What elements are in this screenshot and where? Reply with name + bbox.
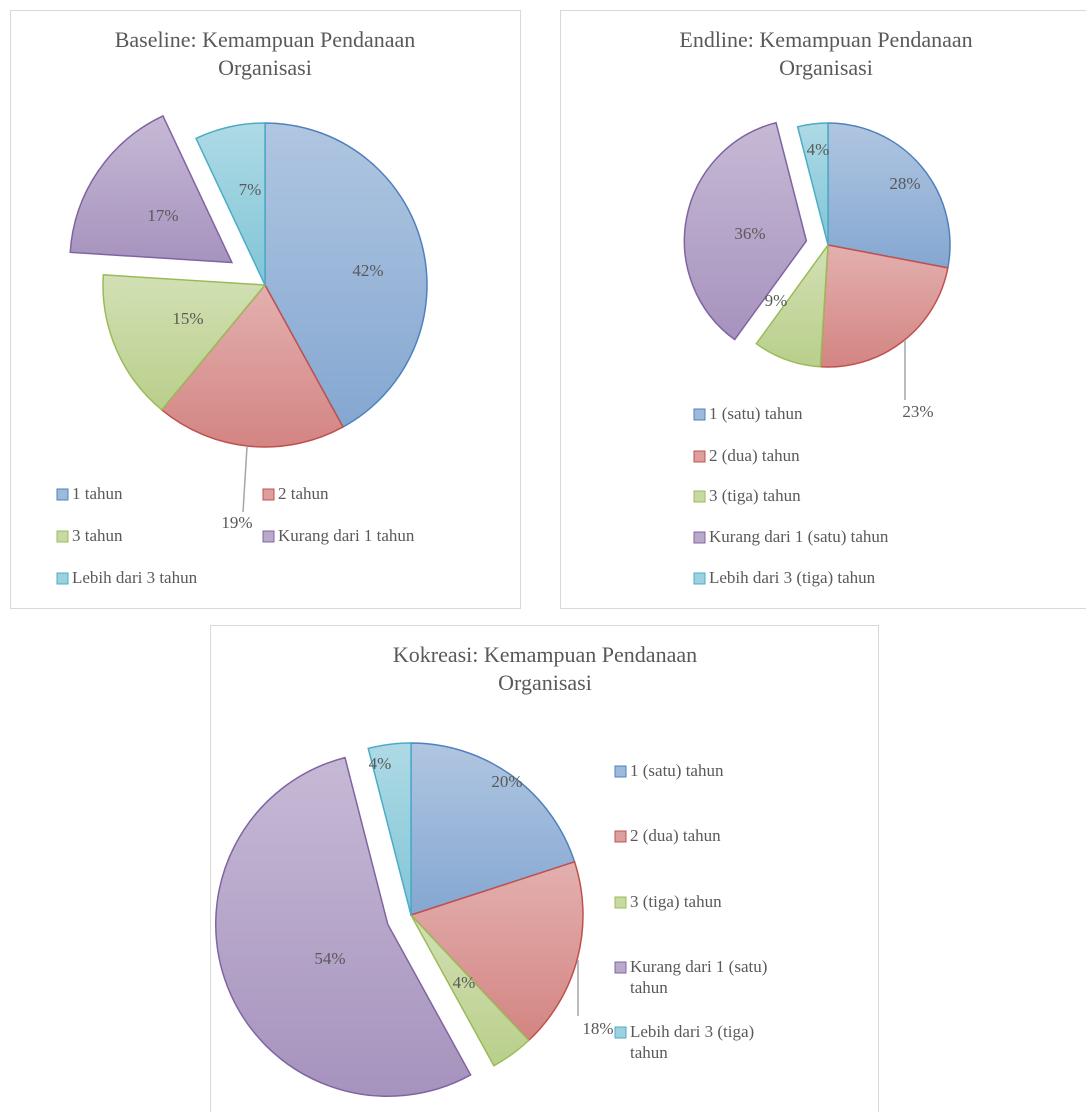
legend-label: 2 (dua) tahun bbox=[630, 826, 721, 845]
legend-label: 2 tahun bbox=[278, 484, 329, 503]
leader-line bbox=[242, 446, 248, 513]
pie-slice bbox=[410, 914, 530, 1067]
legend-swatch bbox=[262, 488, 275, 501]
legend-label: 2 (dua) tahun bbox=[709, 446, 800, 465]
data-label: 20% bbox=[491, 772, 522, 791]
legend-swatch bbox=[262, 530, 275, 543]
pie-slice bbox=[102, 274, 267, 411]
chart-title: Kokreasi: Kemampuan Pendanaan Organisasi bbox=[393, 642, 697, 695]
pie-slice bbox=[264, 122, 428, 428]
legend-label: 3 tahun bbox=[72, 526, 123, 545]
pie-slice bbox=[683, 121, 808, 341]
data-label: 54% bbox=[314, 949, 345, 968]
legend-label: Kurang dari 1 (satu) tahun bbox=[630, 957, 767, 997]
chart-title: Baseline: Kemampuan Pendanaan Organisasi bbox=[115, 27, 416, 80]
data-label: 36% bbox=[734, 224, 765, 243]
legend-swatch bbox=[614, 896, 627, 909]
data-label: 28% bbox=[889, 174, 920, 193]
legend-swatch bbox=[614, 765, 627, 778]
pie-slice bbox=[215, 756, 472, 1097]
pie-slice bbox=[819, 244, 949, 368]
legend-label: Kurang dari 1 (satu) tahun bbox=[709, 527, 889, 546]
data-label: 9% bbox=[765, 291, 788, 310]
legend-label: 1 tahun bbox=[72, 484, 123, 503]
legend-swatch bbox=[693, 531, 706, 544]
data-label: 18% bbox=[582, 1019, 613, 1038]
legend-label: Lebih dari 3 (tiga) tahun bbox=[630, 1022, 754, 1062]
legend-swatch bbox=[693, 408, 706, 421]
pie-slice bbox=[367, 742, 412, 916]
pie-slice bbox=[409, 860, 584, 1042]
legend-label: 3 (tiga) tahun bbox=[630, 892, 722, 911]
legend-label: 3 (tiga) tahun bbox=[709, 486, 801, 505]
pie-slice bbox=[755, 242, 829, 368]
pie-slice bbox=[410, 742, 576, 917]
legend-swatch bbox=[614, 1026, 627, 1039]
legend-swatch bbox=[56, 572, 69, 585]
pie-slice bbox=[796, 122, 829, 246]
legend-label: 1 (satu) tahun bbox=[630, 761, 724, 780]
data-label: 17% bbox=[147, 206, 178, 225]
data-label: 42% bbox=[352, 261, 383, 280]
data-label: 15% bbox=[172, 309, 203, 328]
data-label: 4% bbox=[453, 973, 476, 992]
legend-swatch bbox=[614, 830, 627, 843]
pie-slice bbox=[827, 122, 951, 269]
legend-label: Kurang dari 1 tahun bbox=[278, 526, 415, 545]
pie-slice bbox=[160, 283, 345, 448]
data-label: 19% bbox=[221, 513, 252, 532]
legend-swatch bbox=[693, 490, 706, 503]
data-label: 4% bbox=[807, 140, 830, 159]
data-label: 23% bbox=[902, 402, 933, 421]
legend-swatch bbox=[693, 450, 706, 463]
legend-swatch bbox=[56, 488, 69, 501]
data-label: 4% bbox=[369, 754, 392, 773]
legend-swatch bbox=[693, 572, 706, 585]
legend-swatch bbox=[614, 961, 627, 974]
chart-title: Endline: Kemampuan Pendanaan Organisasi bbox=[679, 27, 972, 80]
pie-slice bbox=[195, 122, 266, 286]
legend-label: 1 (satu) tahun bbox=[709, 404, 803, 423]
data-label: 7% bbox=[239, 180, 262, 199]
legend-label: Lebih dari 3 (tiga) tahun bbox=[709, 568, 876, 587]
legend-swatch bbox=[56, 530, 69, 543]
legend-label: Lebih dari 3 tahun bbox=[72, 568, 198, 587]
pie-slice bbox=[69, 114, 234, 264]
